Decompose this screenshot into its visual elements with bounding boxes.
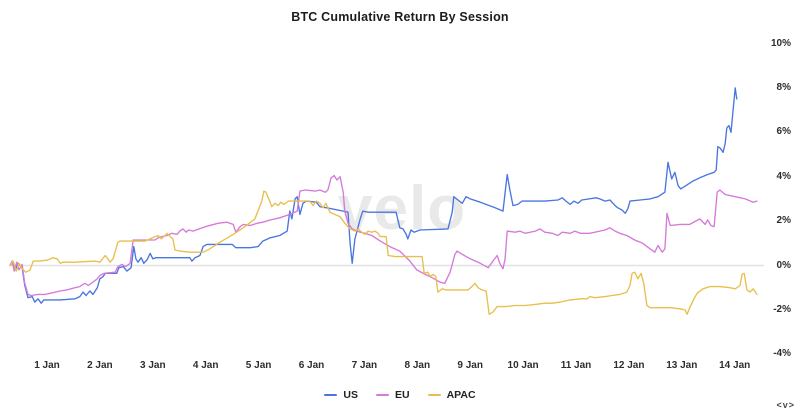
y-tick-label: 0% xyxy=(776,259,791,271)
series-line-apac xyxy=(9,190,758,315)
y-tick-label: -2% xyxy=(773,303,791,315)
y-tick-label: 4% xyxy=(776,170,791,182)
series-line-us xyxy=(9,87,738,304)
legend-label: APAC xyxy=(446,389,476,401)
series-line-eu xyxy=(9,174,758,297)
x-tick-label: 6 Jan xyxy=(298,360,325,371)
x-tick-label: 9 Jan xyxy=(457,360,483,371)
legend-label: EU xyxy=(395,389,410,401)
x-tick-label: 1 Jan xyxy=(34,360,60,371)
x-tick-label: 11 Jan xyxy=(560,360,592,371)
legend-swatch-icon xyxy=(427,394,441,396)
legend-swatch-icon xyxy=(376,394,389,396)
y-tick-label: -4% xyxy=(773,348,791,360)
x-tick-label: 7 Jan xyxy=(351,360,378,371)
legend-label: US xyxy=(343,389,358,401)
y-tick-label: 10% xyxy=(770,37,791,49)
legend-swatch-icon xyxy=(324,394,338,396)
velo-logo-mark: <v> xyxy=(776,400,795,410)
legend-item-us[interactable]: US xyxy=(324,389,358,401)
legend-item-apac[interactable]: APAC xyxy=(427,389,476,401)
x-tick-label: 3 Jan xyxy=(140,360,166,371)
x-tick-label: 12 Jan xyxy=(613,360,645,371)
x-tick-label: 2 Jan xyxy=(87,360,113,371)
x-tick-label: 8 Jan xyxy=(404,360,431,371)
y-tick-label: 8% xyxy=(776,81,791,93)
x-tick-label: 4 Jan xyxy=(192,360,219,371)
y-tick-label: 6% xyxy=(776,126,791,138)
legend-item-eu[interactable]: EU xyxy=(376,389,410,401)
x-tick-label: 5 Jan xyxy=(245,360,272,371)
x-tick-label: 13 Jan xyxy=(666,360,698,371)
legend: US EU APAC xyxy=(0,389,800,401)
x-tick-label: 10 Jan xyxy=(507,360,539,371)
chart-title: BTC Cumulative Return By Session xyxy=(291,10,509,24)
x-tick-label: 14 Jan xyxy=(719,360,751,371)
y-tick-label: 2% xyxy=(776,215,791,227)
